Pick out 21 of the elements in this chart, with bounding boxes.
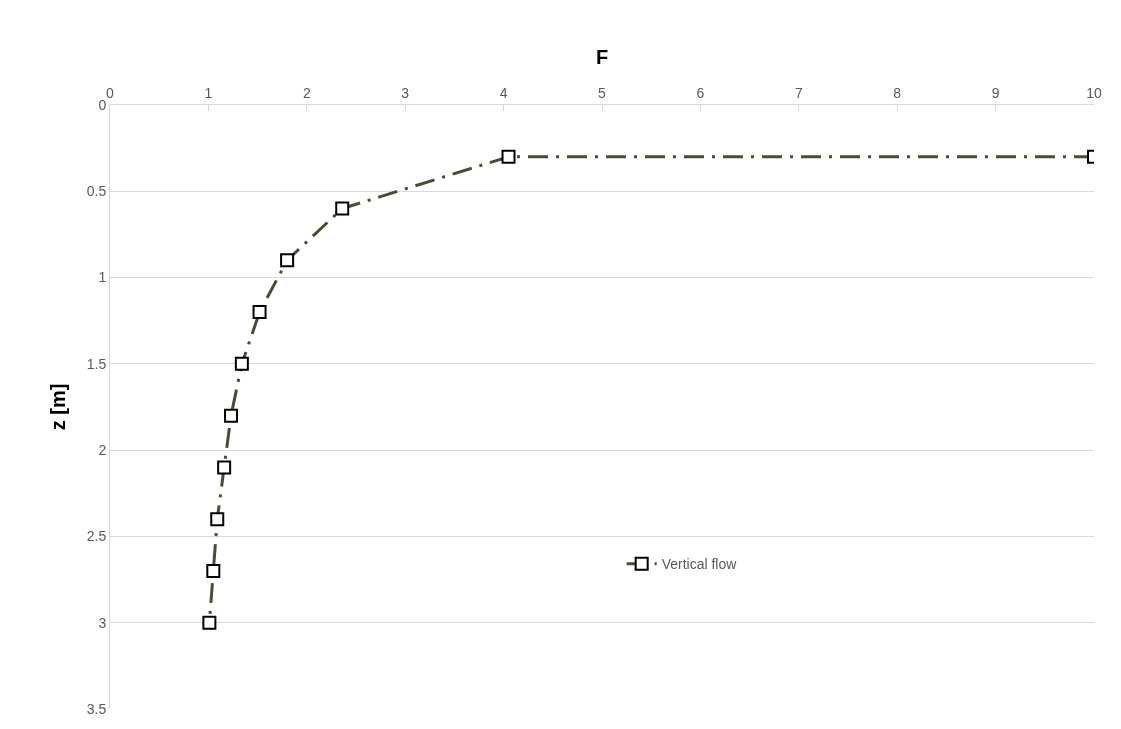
x-tick-label: 10 — [1086, 85, 1102, 102]
x-axis-title: F — [595, 45, 609, 68]
x-tick-label: 5 — [598, 85, 607, 102]
y-tick-label: 1 — [98, 269, 107, 286]
x-tick-label: 1 — [204, 85, 213, 102]
x-tick-label: 9 — [991, 85, 1000, 102]
x-tick-label: 8 — [893, 85, 902, 102]
y-tick-label: 0.5 — [86, 183, 107, 200]
x-tick-label: 2 — [302, 85, 311, 102]
x-tick-label: 6 — [696, 85, 705, 102]
x-tick-label: 3 — [401, 85, 410, 102]
y-tick-label: 0 — [98, 96, 107, 113]
y-tick-label: 1.5 — [86, 355, 107, 372]
y-axis-title: z [m] — [47, 383, 70, 431]
x-tick-label: 7 — [794, 85, 803, 102]
x-tick-label: 4 — [499, 85, 508, 102]
legend-label: Vertical flow — [661, 556, 738, 573]
y-tick-label: 2.5 — [86, 528, 107, 545]
y-tick-label: 3.5 — [86, 700, 107, 717]
y-tick-label: 2 — [98, 442, 107, 459]
y-tick-label: 3 — [98, 614, 107, 631]
